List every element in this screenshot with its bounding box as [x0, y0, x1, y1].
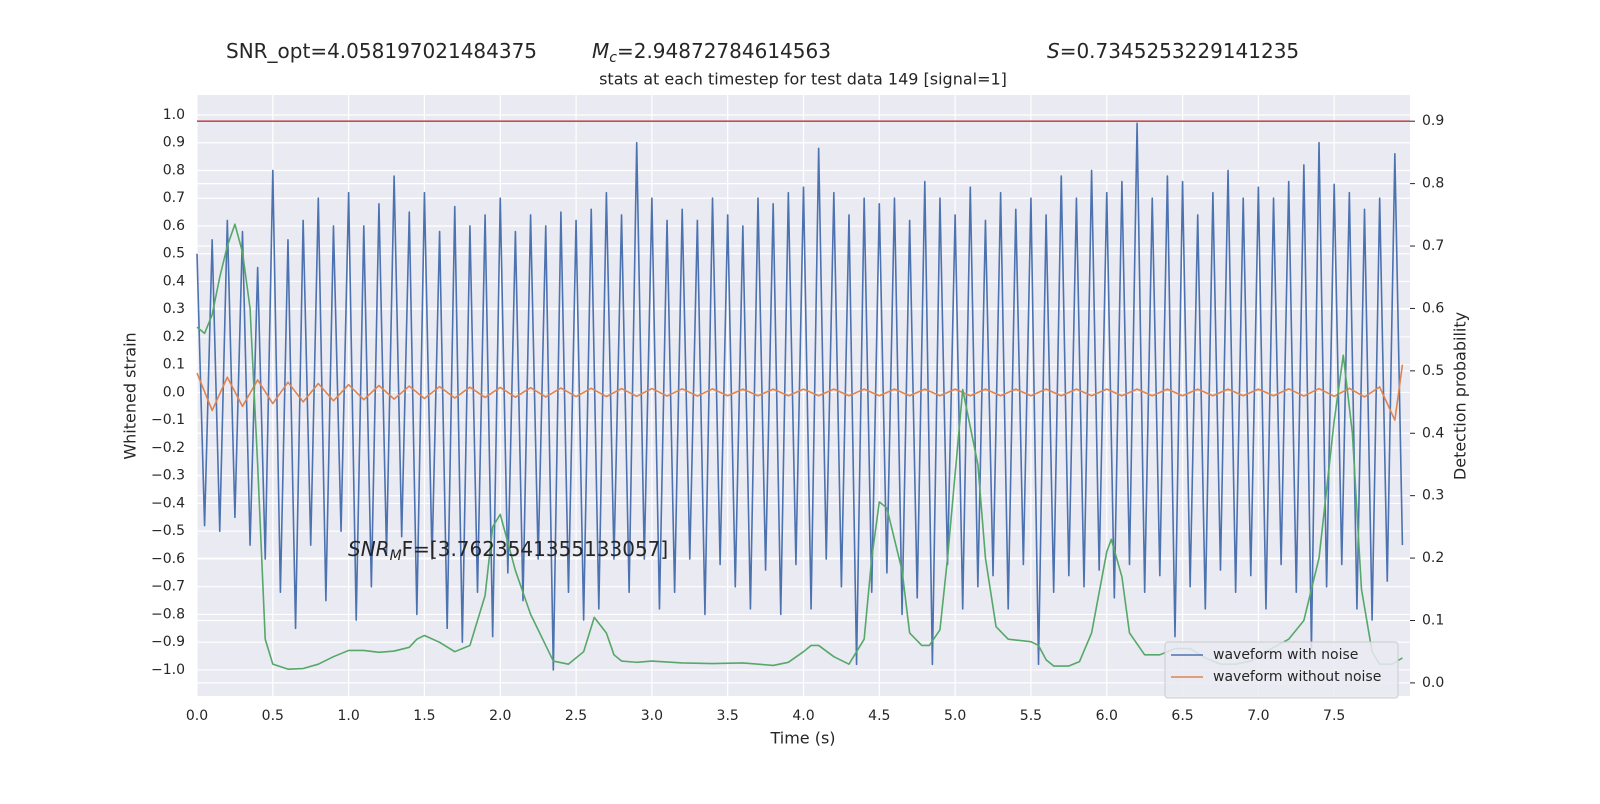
- y-tick-label: 0.3: [163, 301, 185, 317]
- x-tick-label: 7.0: [1247, 708, 1269, 724]
- stat-label-symbol: M: [592, 39, 609, 63]
- y-tick-label: 0.9: [163, 135, 185, 151]
- x-tick-label: 6.0: [1096, 708, 1118, 724]
- labels: 0.0 0.5 1.0 1.5 2.0 2.5 3.0 3.5 4.0 4.5 5.0 5.5 6.0 6…: [151, 107, 1444, 724]
- x-tick-label: 4.5: [868, 708, 890, 724]
- y-tick-label: −0.8: [151, 606, 185, 622]
- series-line: [196, 364, 1404, 421]
- legend-label: waveform with noise: [1213, 647, 1358, 663]
- y2-tick-label: 0.6: [1422, 300, 1444, 316]
- y-tick-label: 0.5: [163, 246, 185, 262]
- y-tick-label: −0.6: [151, 551, 185, 567]
- x-tick-label: 4.0: [792, 708, 814, 724]
- annotation-text: F=[3.7623541355133057]: [402, 537, 669, 561]
- y-tick-label: 0.6: [163, 218, 185, 234]
- y2-tick-label: 0.8: [1422, 176, 1444, 192]
- stat-label-text: =0.7345253229141235: [1060, 39, 1299, 63]
- y-tick-label: 0.2: [163, 329, 185, 345]
- y2-tick-label: 0.0: [1422, 675, 1444, 691]
- y-tick-label: −0.7: [151, 579, 185, 595]
- y2-tick-label: 0.9: [1422, 113, 1444, 129]
- y-tick-label: 1.0: [163, 107, 185, 123]
- stat-label: SNR_opt=4.058197021484375: [226, 39, 537, 63]
- x-tick-label: 3.0: [641, 708, 663, 724]
- series-line: [196, 122, 1404, 671]
- y-tick-label: −0.9: [151, 634, 185, 650]
- y-tick-label: 0.8: [163, 162, 185, 178]
- stat-label-text: SNR_opt=4.058197021484375: [226, 39, 537, 63]
- y2-tick-label: 0.3: [1422, 488, 1444, 504]
- legend-label: waveform without noise: [1213, 669, 1381, 685]
- y2-axis-label: Detection probability: [1451, 312, 1470, 480]
- x-tick-label: 2.0: [489, 708, 511, 724]
- legend: waveform with noise waveform without nois…: [1164, 641, 1399, 699]
- y2-tick-label: 0.7: [1422, 238, 1444, 254]
- x-tick-label: 6.5: [1171, 708, 1193, 724]
- annotation-symbol: SNR: [348, 537, 390, 561]
- y2-tick-label: 0.4: [1422, 425, 1444, 441]
- y-tick-label: −0.4: [151, 495, 185, 511]
- x-tick-label: 2.5: [565, 708, 587, 724]
- y-tick-label: −0.3: [151, 468, 185, 484]
- y2-tick-label: 0.2: [1422, 550, 1444, 566]
- annotation-subscript: M: [390, 548, 402, 564]
- stat-label-subscript: c: [609, 50, 617, 66]
- annotation: SNRMF=[3.7623541355133057]: [348, 537, 668, 565]
- stat-label: S=0.7345253229141235: [1047, 39, 1299, 63]
- y-tick-label: −0.5: [151, 523, 185, 539]
- x-tick-label: 1.5: [413, 708, 435, 724]
- chart-title: stats at each timestep for test data 149…: [599, 70, 1007, 89]
- x-tick-label: 3.5: [717, 708, 739, 724]
- x-tick-label: 1.0: [337, 708, 359, 724]
- y-tick-label: 0.0: [163, 384, 185, 400]
- x-tick-label: 7.5: [1323, 708, 1345, 724]
- x-tick-label: 0.5: [262, 708, 284, 724]
- y-tick-label: 0.4: [163, 273, 185, 289]
- stat-label-text: =2.94872784614563: [617, 39, 831, 63]
- x-tick-label: 0.0: [186, 708, 208, 724]
- x-axis-label: Time (s): [769, 729, 835, 748]
- stat-label-symbol: S: [1047, 39, 1060, 63]
- y-tick-label: −1.0: [151, 662, 185, 678]
- y-tick-label: −0.1: [151, 412, 185, 428]
- y2-tick-label: 0.5: [1422, 363, 1444, 379]
- x-tick-label: 5.5: [1020, 708, 1042, 724]
- y-tick-label: 0.1: [163, 357, 185, 373]
- y2-tick-label: 0.1: [1422, 612, 1444, 628]
- y-tick-label: −0.2: [151, 440, 185, 456]
- y-tick-label: 0.7: [163, 190, 185, 206]
- y-axis-label: Whitened strain: [121, 332, 140, 459]
- stat-label: Mc=2.94872784614563: [592, 39, 831, 67]
- legend-box: [1164, 641, 1399, 699]
- x-tick-label: 5.0: [944, 708, 966, 724]
